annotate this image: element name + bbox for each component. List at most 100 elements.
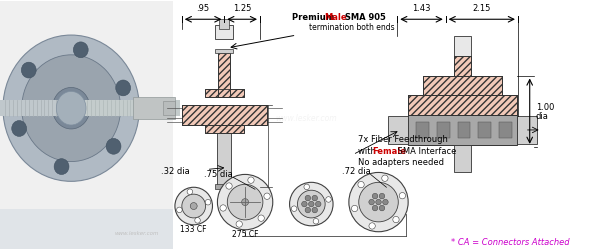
Circle shape <box>177 207 182 213</box>
Circle shape <box>264 193 270 199</box>
Circle shape <box>291 206 297 212</box>
Circle shape <box>302 201 307 207</box>
Bar <box>453 56 471 76</box>
Bar <box>416 122 429 138</box>
Bar <box>408 95 517 115</box>
Text: Female: Female <box>373 147 407 156</box>
Bar <box>453 56 471 76</box>
Ellipse shape <box>116 80 131 96</box>
Text: dia: dia <box>536 112 549 120</box>
Bar <box>205 125 244 133</box>
Bar <box>163 101 175 115</box>
Bar <box>134 97 175 119</box>
Circle shape <box>305 207 311 213</box>
Text: Male: Male <box>324 13 347 22</box>
Text: 7x Fiber Feedthrough: 7x Fiber Feedthrough <box>358 135 447 144</box>
Ellipse shape <box>52 88 90 129</box>
Text: 133 CF: 133 CF <box>180 225 207 234</box>
Bar <box>423 76 502 95</box>
Circle shape <box>305 195 311 201</box>
Circle shape <box>190 202 197 209</box>
Circle shape <box>358 182 364 188</box>
Text: termination both ends: termination both ends <box>309 23 395 32</box>
Text: .72 dia: .72 dia <box>342 167 371 176</box>
Circle shape <box>373 205 378 211</box>
Circle shape <box>399 192 406 199</box>
Bar <box>453 145 471 172</box>
Bar <box>216 184 233 189</box>
Circle shape <box>308 201 314 207</box>
Bar <box>437 122 450 138</box>
Bar <box>216 49 233 53</box>
Bar <box>71 100 180 116</box>
Bar <box>408 115 517 145</box>
Bar <box>217 133 231 187</box>
Circle shape <box>227 184 263 220</box>
Text: .95: .95 <box>196 4 209 13</box>
Circle shape <box>313 218 319 224</box>
Bar <box>388 116 408 144</box>
Circle shape <box>316 201 321 207</box>
Text: 1.43: 1.43 <box>412 4 430 13</box>
Circle shape <box>298 190 325 218</box>
Text: 275 CF: 275 CF <box>232 230 258 239</box>
Ellipse shape <box>73 42 88 58</box>
Circle shape <box>187 189 193 194</box>
Circle shape <box>248 177 254 183</box>
Bar <box>219 53 230 97</box>
Text: 1.00: 1.00 <box>536 103 554 112</box>
Text: .75 dia: .75 dia <box>204 170 233 179</box>
Ellipse shape <box>54 159 69 174</box>
Bar <box>479 122 491 138</box>
Bar <box>0 209 173 248</box>
Polygon shape <box>0 100 71 116</box>
Bar <box>219 19 229 29</box>
Text: with: with <box>358 147 378 156</box>
Circle shape <box>359 182 398 222</box>
Ellipse shape <box>106 138 121 154</box>
Circle shape <box>205 200 211 205</box>
Text: SMA Interface: SMA Interface <box>395 147 456 156</box>
Text: No adapters needed: No adapters needed <box>358 158 444 167</box>
Ellipse shape <box>12 120 26 136</box>
Bar <box>517 116 537 144</box>
Bar <box>0 2 173 248</box>
Bar <box>423 76 502 95</box>
Ellipse shape <box>22 62 36 78</box>
Bar <box>182 105 267 125</box>
Bar <box>219 53 230 97</box>
Circle shape <box>379 205 385 211</box>
Circle shape <box>182 194 205 218</box>
Circle shape <box>369 223 376 229</box>
Text: * CA = Connectors Attached: * CA = Connectors Attached <box>450 238 569 247</box>
Circle shape <box>379 193 385 199</box>
Circle shape <box>382 175 388 182</box>
Circle shape <box>326 197 331 202</box>
Circle shape <box>352 205 358 212</box>
Circle shape <box>226 183 232 189</box>
Circle shape <box>369 199 374 205</box>
Circle shape <box>349 172 408 232</box>
Circle shape <box>312 195 317 201</box>
Bar <box>205 90 244 97</box>
Bar <box>205 90 244 97</box>
Bar <box>216 25 233 39</box>
Circle shape <box>258 215 264 221</box>
Bar <box>499 122 512 138</box>
Circle shape <box>383 199 388 205</box>
Circle shape <box>220 205 226 211</box>
Circle shape <box>289 182 333 226</box>
Ellipse shape <box>3 35 140 181</box>
Ellipse shape <box>56 92 86 125</box>
Ellipse shape <box>22 55 120 162</box>
Circle shape <box>236 221 243 227</box>
Bar <box>182 105 267 125</box>
Circle shape <box>175 187 213 225</box>
Circle shape <box>217 174 273 230</box>
Text: www.lesker.com: www.lesker.com <box>276 114 337 122</box>
Circle shape <box>195 218 200 223</box>
Bar <box>458 122 470 138</box>
Circle shape <box>304 184 310 190</box>
Bar <box>205 125 244 133</box>
Circle shape <box>312 207 317 213</box>
